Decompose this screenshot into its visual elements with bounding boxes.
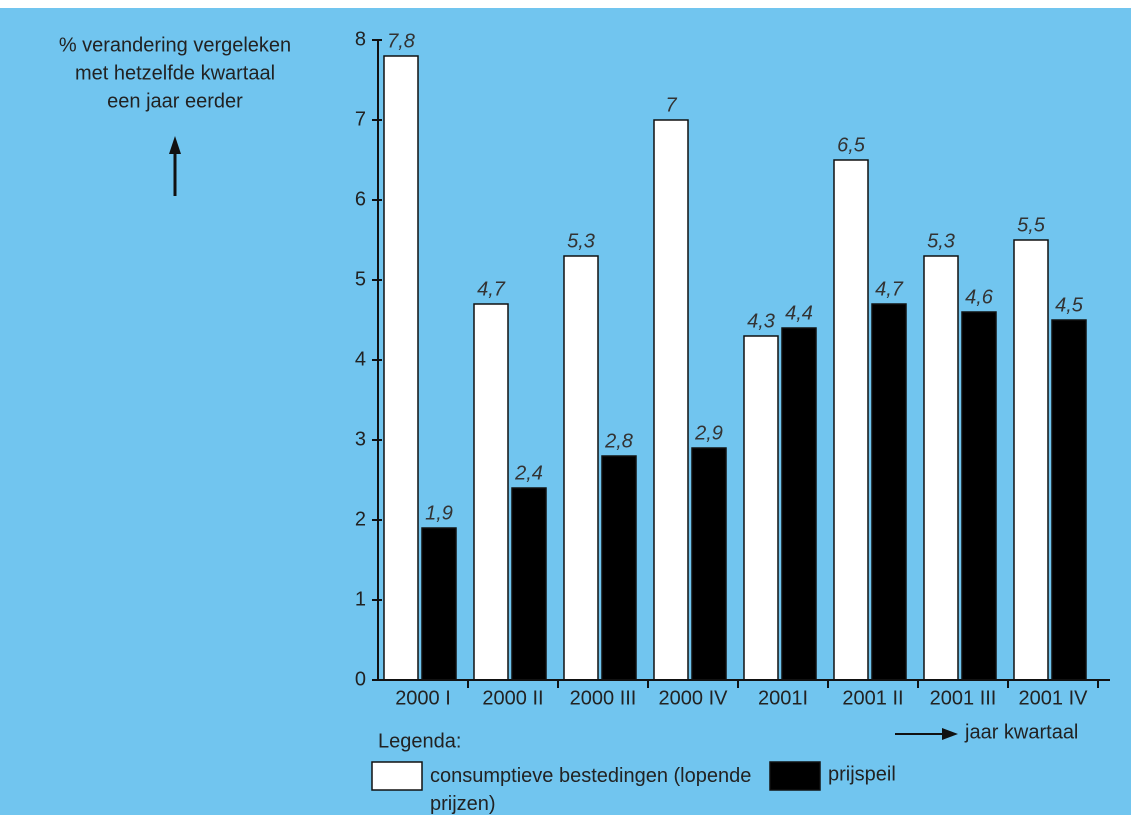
bar bbox=[691, 447, 727, 681]
y-tick-label: 0 bbox=[355, 668, 366, 690]
x-tick-label: 2001 II bbox=[842, 687, 903, 709]
bar bbox=[833, 159, 869, 681]
value-label: 2,8 bbox=[604, 430, 633, 452]
value-label: 2,9 bbox=[694, 422, 723, 444]
y-tick-label: 5 bbox=[355, 268, 366, 290]
bar bbox=[421, 527, 457, 681]
y-axis-title: % verandering vergeleken bbox=[59, 34, 291, 56]
value-label: 7,8 bbox=[387, 30, 415, 52]
right-arrow bbox=[895, 728, 958, 740]
x-tick-label: 2000 IV bbox=[659, 687, 729, 709]
bar bbox=[563, 255, 599, 681]
value-label: 1,9 bbox=[425, 502, 453, 524]
bar bbox=[511, 487, 547, 681]
bar bbox=[601, 455, 637, 681]
value-label: 4,7 bbox=[875, 278, 904, 300]
value-label: 4,4 bbox=[785, 302, 813, 324]
y-tick-label: 6 bbox=[355, 188, 366, 210]
bar bbox=[1051, 319, 1087, 681]
value-label: 4,6 bbox=[965, 286, 994, 308]
legend-label: consumptieve bestedingen (lopende prijze… bbox=[430, 765, 752, 815]
bar bbox=[1013, 239, 1049, 681]
bar bbox=[923, 255, 959, 681]
x-tick-label: 2000 I bbox=[395, 687, 451, 709]
bar bbox=[743, 335, 779, 681]
y-tick-label: 2 bbox=[355, 508, 366, 530]
x-tick-label: 2000 II bbox=[482, 687, 543, 709]
y-tick-label: 8 bbox=[355, 28, 366, 50]
y-tick-label: 3 bbox=[355, 428, 366, 450]
x-tick-label: 2000 III bbox=[570, 687, 637, 709]
y-tick-label: 7 bbox=[355, 108, 366, 130]
value-label: 2,4 bbox=[514, 462, 543, 484]
value-label: 4,3 bbox=[747, 310, 775, 332]
y-axis-title: een jaar eerder bbox=[107, 90, 243, 112]
y-tick-label: 1 bbox=[355, 588, 366, 610]
bar bbox=[871, 303, 907, 681]
x-tick-label: 2001I bbox=[758, 687, 808, 709]
y-tick-label: 4 bbox=[355, 348, 366, 370]
bar bbox=[473, 303, 509, 681]
bar bbox=[653, 119, 689, 681]
bar bbox=[961, 311, 997, 681]
legend-label: prijspeil bbox=[828, 763, 896, 785]
legend-title: Legenda: bbox=[378, 730, 461, 752]
legend-swatch bbox=[769, 761, 821, 791]
legend-swatch bbox=[371, 761, 423, 791]
bar bbox=[781, 327, 817, 681]
y-axis-title: met hetzelfde kwartaal bbox=[75, 62, 275, 84]
x-axis-title: jaar kwartaal bbox=[964, 721, 1078, 743]
x-tick-label: 2001 IV bbox=[1019, 687, 1089, 709]
value-label: 4,5 bbox=[1055, 294, 1084, 316]
value-label: 5,3 bbox=[927, 230, 955, 252]
value-label: 4,7 bbox=[477, 278, 506, 300]
value-label: 7 bbox=[665, 94, 677, 116]
up-arrow bbox=[169, 136, 181, 196]
value-label: 5,3 bbox=[567, 230, 595, 252]
x-tick-label: 2001 III bbox=[930, 687, 997, 709]
value-label: 6,5 bbox=[837, 134, 866, 156]
value-label: 5,5 bbox=[1017, 214, 1046, 236]
bar bbox=[383, 55, 419, 681]
